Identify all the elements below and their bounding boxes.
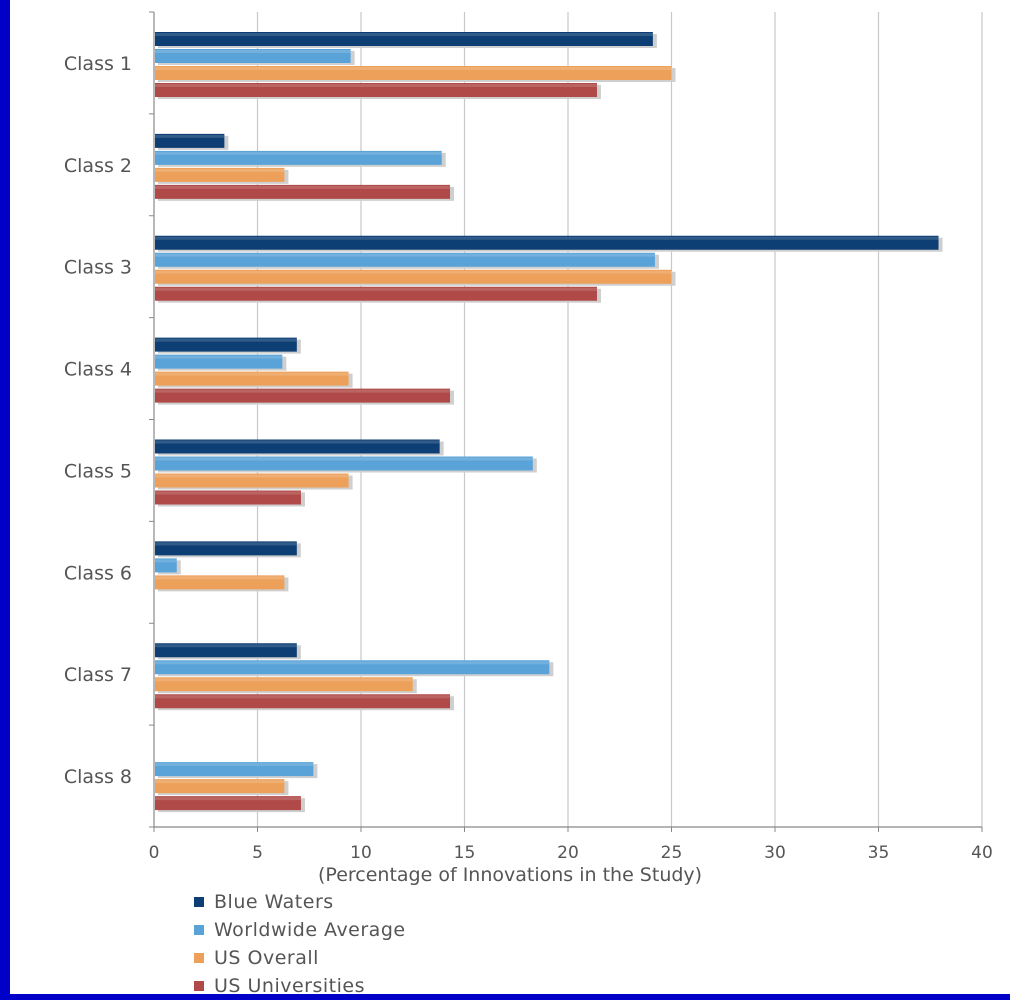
bar — [155, 184, 451, 199]
legend-swatch — [194, 897, 204, 907]
bar — [155, 779, 285, 794]
bar-highlight — [155, 33, 653, 36]
bar — [155, 252, 655, 267]
legend-item: US Overall — [194, 944, 406, 972]
bar-highlight — [155, 168, 285, 172]
category-label: Class 5 — [64, 460, 132, 482]
x-axis-label: (Percentage of Innovations in the Study) — [318, 864, 703, 886]
bar-highlight — [155, 780, 285, 784]
bar-chart: 0 5 10 15 20 25 30 35 40 Class 1 Class 2 Class 3 Cla… — [64, 11, 993, 863]
bar — [155, 150, 442, 165]
bar-highlight — [155, 763, 314, 767]
bar-highlight — [155, 270, 672, 274]
bar — [155, 473, 349, 488]
bar-highlight — [155, 440, 440, 444]
legend-item: US Universities — [194, 972, 406, 1000]
bar-highlight — [155, 576, 285, 580]
chart-panel: 0 5 10 15 20 25 30 35 40 Class 1 Class 2 Class 3 Cla… — [10, 0, 1010, 997]
bar — [155, 558, 177, 573]
legend-label: Worldwide Average — [214, 919, 406, 941]
x-tick-label: 35 — [868, 843, 890, 863]
bar-highlight — [155, 151, 442, 155]
bar-highlight — [155, 542, 297, 546]
x-tick-label: 10 — [350, 843, 372, 863]
bar-highlight — [155, 67, 672, 70]
bar — [155, 167, 285, 182]
bar-highlight — [155, 185, 451, 189]
x-tick-label: 30 — [764, 843, 786, 863]
bar — [155, 235, 939, 250]
bar-highlight — [155, 797, 301, 801]
bar — [155, 371, 349, 386]
bar — [155, 269, 672, 284]
bar-highlight — [155, 491, 301, 495]
bar — [155, 490, 301, 505]
bar — [155, 388, 451, 403]
bar-highlight — [155, 50, 351, 53]
bar — [155, 796, 301, 811]
bar-highlight — [155, 287, 597, 291]
bar — [155, 32, 653, 46]
legend-swatch — [194, 953, 204, 963]
category-label: Class 4 — [64, 359, 132, 381]
x-tick-label: 0 — [149, 843, 160, 863]
bar-highlight — [155, 678, 413, 682]
bar — [155, 337, 297, 352]
bar — [155, 575, 285, 590]
bar-highlight — [155, 84, 597, 87]
bar-highlight — [155, 372, 349, 376]
category-label: Class 7 — [64, 664, 132, 686]
bar-highlight — [155, 236, 939, 240]
bar — [155, 541, 297, 556]
bar — [155, 762, 314, 777]
legend-item: Blue Waters — [194, 888, 406, 916]
x-tick-label: 15 — [454, 843, 476, 863]
bar — [155, 49, 351, 63]
bar — [155, 694, 451, 709]
bar — [155, 660, 550, 675]
bar-highlight — [155, 253, 655, 257]
bar-highlight — [155, 474, 349, 478]
bar-highlight — [155, 661, 550, 665]
legend-label: Blue Waters — [214, 891, 334, 913]
bar-highlight — [155, 695, 451, 699]
category-label: Class 3 — [64, 257, 132, 279]
bar-highlight — [155, 338, 297, 342]
legend-label: US Universities — [214, 975, 365, 997]
category-label: Class 2 — [64, 155, 132, 177]
bar-highlight — [155, 644, 297, 648]
category-label: Class 8 — [64, 766, 132, 788]
bar — [155, 133, 225, 148]
legend-item: Worldwide Average — [194, 916, 406, 944]
legend-label: US Overall — [214, 947, 319, 969]
bar-highlight — [155, 389, 451, 393]
x-tick-label: 20 — [557, 843, 579, 863]
bar — [155, 354, 283, 369]
legend: Blue Waters Worldwide Average US Overall US… — [194, 888, 406, 1000]
bar — [155, 643, 297, 658]
bar — [155, 439, 440, 454]
x-tick-label: 25 — [661, 843, 683, 863]
legend-swatch — [194, 925, 204, 935]
bar-highlight — [155, 355, 283, 359]
bar-highlight — [155, 559, 177, 563]
category-label: Class 1 — [64, 53, 132, 75]
bar — [155, 677, 413, 692]
legend-swatch — [194, 981, 204, 991]
category-label: Class 6 — [64, 562, 132, 584]
x-tick-label: 5 — [252, 843, 263, 863]
bar — [155, 286, 597, 301]
bar — [155, 456, 533, 471]
bar-highlight — [155, 457, 533, 461]
bar-highlight — [155, 134, 225, 138]
x-tick-label: 40 — [971, 843, 993, 863]
bar — [155, 83, 597, 97]
bar — [155, 66, 672, 80]
